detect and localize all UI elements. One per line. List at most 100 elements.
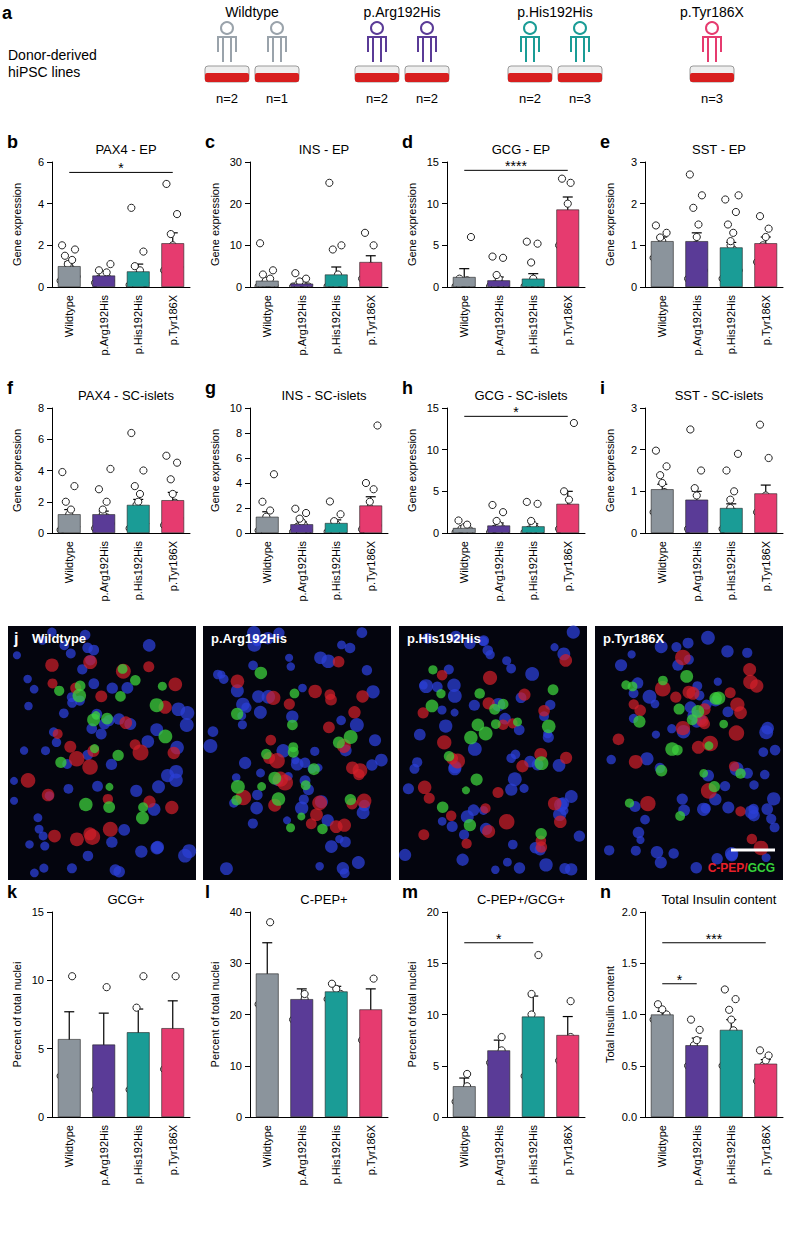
svg-text:Wildtype: Wildtype: [458, 541, 470, 583]
svg-text:p.Arg192His: p.Arg192His: [691, 541, 703, 602]
svg-text:10: 10: [427, 198, 439, 210]
svg-text:b: b: [7, 132, 18, 152]
svg-text:Gene expression: Gene expression: [11, 429, 23, 512]
svg-text:p.Arg192His: p.Arg192His: [493, 295, 505, 356]
svg-text:j: j: [13, 630, 18, 647]
svg-text:5: 5: [433, 239, 439, 251]
svg-text:4: 4: [38, 465, 44, 477]
svg-text:30: 30: [230, 156, 242, 168]
svg-text:***: ***: [706, 931, 723, 947]
svg-text:p.His192His: p.His192His: [132, 1125, 144, 1185]
svg-text:Donor-derived: Donor-derived: [8, 47, 97, 63]
svg-text:n: n: [600, 882, 611, 902]
svg-text:p.His192His: p.His192His: [330, 1125, 342, 1185]
svg-text:p.His192His: p.His192His: [132, 541, 144, 601]
svg-text:Gene expression: Gene expression: [406, 429, 418, 512]
svg-text:GCG: GCG: [748, 861, 775, 875]
svg-text:n=2: n=2: [519, 91, 541, 106]
svg-text:h: h: [402, 378, 413, 398]
svg-text:INS - SC-islets: INS - SC-islets: [281, 388, 367, 403]
svg-text:p.Tyr186X: p.Tyr186X: [760, 294, 772, 345]
svg-text:i: i: [600, 378, 605, 398]
svg-text:p.Tyr186X: p.Tyr186X: [167, 294, 179, 345]
svg-text:p.His192His: p.His192His: [725, 1125, 737, 1185]
svg-text:Percent of total nuclei: Percent of total nuclei: [209, 962, 221, 1068]
svg-text:GCG - EP: GCG - EP: [492, 142, 551, 157]
svg-text:2.0: 2.0: [622, 906, 637, 918]
svg-text:20: 20: [230, 1009, 242, 1021]
svg-text:10: 10: [427, 444, 439, 456]
svg-text:Wildtype: Wildtype: [225, 4, 279, 20]
svg-text:8: 8: [38, 402, 44, 414]
svg-text:p.Arg192His: p.Arg192His: [98, 295, 110, 356]
svg-text:c: c: [205, 132, 215, 152]
svg-text:p.His192His: p.His192His: [517, 4, 592, 20]
svg-text:p.Tyr186X: p.Tyr186X: [365, 1124, 377, 1175]
svg-text:n=2: n=2: [216, 91, 238, 106]
svg-text:p.Arg192His: p.Arg192His: [493, 1125, 505, 1186]
svg-text:PAX4 - EP: PAX4 - EP: [95, 142, 156, 157]
svg-text:p.Arg192His: p.Arg192His: [691, 295, 703, 356]
svg-text:Wildtype: Wildtype: [63, 295, 75, 337]
svg-text:p.Tyr186X: p.Tyr186X: [167, 1124, 179, 1175]
svg-text:1.0: 1.0: [622, 1009, 637, 1021]
svg-text:p.His192His: p.His192His: [132, 295, 144, 355]
svg-text:10: 10: [32, 974, 44, 986]
svg-text:n=2: n=2: [416, 91, 438, 106]
svg-text:40: 40: [230, 906, 242, 918]
svg-text:10: 10: [427, 1009, 439, 1021]
svg-text:30: 30: [230, 957, 242, 969]
svg-text:0: 0: [631, 281, 637, 293]
svg-text:p.Tyr186X: p.Tyr186X: [562, 1124, 574, 1175]
svg-text:*: *: [496, 931, 502, 947]
svg-text:15: 15: [427, 156, 439, 168]
svg-text:p.His192His: p.His192His: [330, 541, 342, 601]
svg-text:p.His192His: p.His192His: [527, 541, 539, 601]
svg-text:n=2: n=2: [366, 91, 388, 106]
svg-text:Gene expression: Gene expression: [209, 183, 221, 266]
svg-text:p.His192His: p.His192His: [407, 631, 481, 646]
svg-text:6: 6: [236, 452, 242, 464]
svg-text:15: 15: [427, 402, 439, 414]
svg-text:m: m: [402, 882, 418, 902]
svg-text:SST - EP: SST - EP: [692, 142, 746, 157]
svg-text:Total Insulin content: Total Insulin content: [662, 892, 777, 907]
svg-text:e: e: [600, 132, 610, 152]
svg-text:f: f: [7, 378, 14, 398]
svg-text:20: 20: [427, 906, 439, 918]
svg-text:l: l: [205, 882, 210, 902]
svg-text:Gene expression: Gene expression: [604, 429, 616, 512]
svg-text:15: 15: [427, 957, 439, 969]
svg-text:p.Arg192His: p.Arg192His: [363, 4, 440, 20]
svg-text:p.His192His: p.His192His: [527, 1125, 539, 1185]
svg-text:0: 0: [236, 527, 242, 539]
svg-text:4: 4: [38, 198, 44, 210]
svg-text:6: 6: [38, 433, 44, 445]
svg-text:Wildtype: Wildtype: [261, 541, 273, 583]
svg-text:****: ****: [505, 158, 527, 174]
svg-text:SST - SC-islets: SST - SC-islets: [675, 388, 764, 403]
svg-text:Wildtype: Wildtype: [656, 295, 668, 337]
svg-text:p.His192His: p.His192His: [725, 295, 737, 355]
svg-text:*: *: [677, 972, 683, 988]
svg-text:Wildtype: Wildtype: [63, 541, 75, 583]
svg-text:C-PEP/: C-PEP/: [708, 861, 749, 875]
svg-text:p.Tyr186X: p.Tyr186X: [760, 1124, 772, 1175]
svg-text:0: 0: [433, 527, 439, 539]
svg-text:p.Arg192His: p.Arg192His: [493, 541, 505, 602]
svg-text:Percent of total nuclei: Percent of total nuclei: [11, 962, 23, 1068]
svg-text:Wildtype: Wildtype: [458, 1125, 470, 1167]
svg-text:C-PEP+/GCG+: C-PEP+/GCG+: [477, 892, 565, 907]
svg-text:p.Arg192His: p.Arg192His: [98, 541, 110, 602]
svg-text:PAX4 - SC-islets: PAX4 - SC-islets: [78, 388, 174, 403]
svg-text:INS - EP: INS - EP: [299, 142, 350, 157]
svg-text:*: *: [118, 160, 124, 176]
svg-text:1.5: 1.5: [622, 957, 637, 969]
svg-text:GCG+: GCG+: [107, 892, 144, 907]
svg-text:1: 1: [631, 485, 637, 497]
svg-text:p.His192His: p.His192His: [725, 541, 737, 601]
svg-text:p.Tyr186X: p.Tyr186X: [365, 294, 377, 345]
svg-text:0: 0: [236, 281, 242, 293]
svg-text:g: g: [205, 378, 216, 398]
svg-text:n=1: n=1: [266, 91, 288, 106]
